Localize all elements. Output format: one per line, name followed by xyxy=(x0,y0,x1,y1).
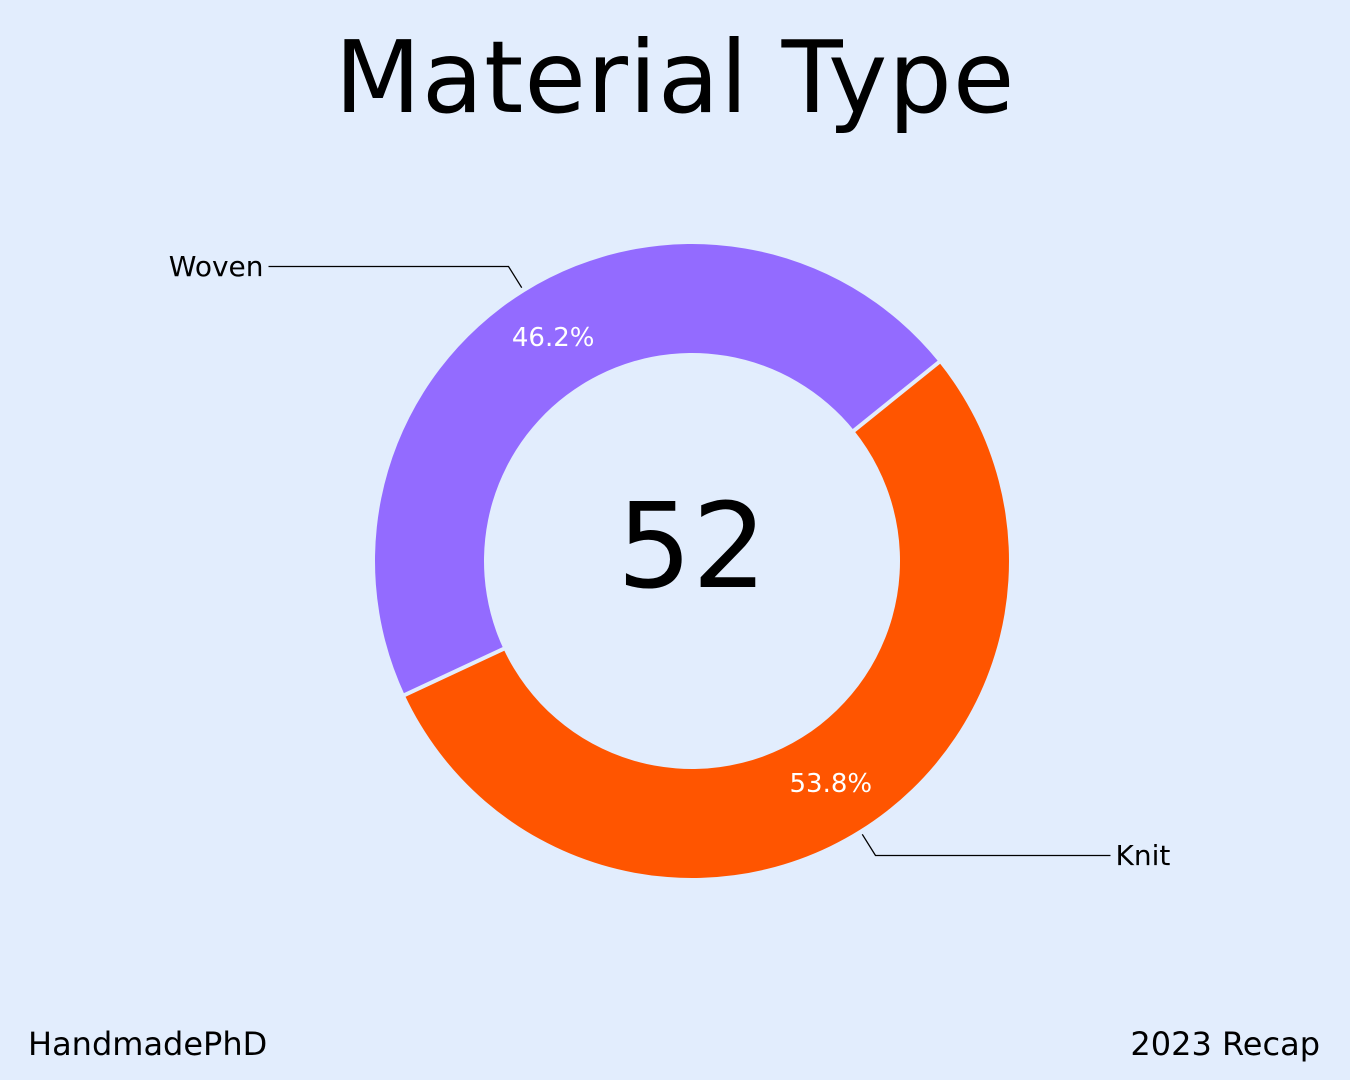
footer-period: 2023 Recap xyxy=(1130,1025,1320,1063)
slice-separator xyxy=(402,646,507,698)
slice-separator xyxy=(851,359,942,434)
slice-label-knit: Knit xyxy=(1115,839,1170,872)
chart-title: Material Type xyxy=(334,19,1016,136)
percent-label-knit: 53.8% xyxy=(790,769,873,799)
donut-slice-woven xyxy=(374,243,939,695)
leader-line-knit xyxy=(861,833,1111,857)
leader-line-woven xyxy=(268,265,523,289)
footer-brand: HandmadePhD xyxy=(28,1025,268,1063)
slice-label-woven: Woven xyxy=(169,250,264,283)
percent-label-woven: 46.2% xyxy=(512,323,595,353)
center-total: 52 xyxy=(617,477,767,615)
donut-slice-knit xyxy=(404,362,1009,878)
